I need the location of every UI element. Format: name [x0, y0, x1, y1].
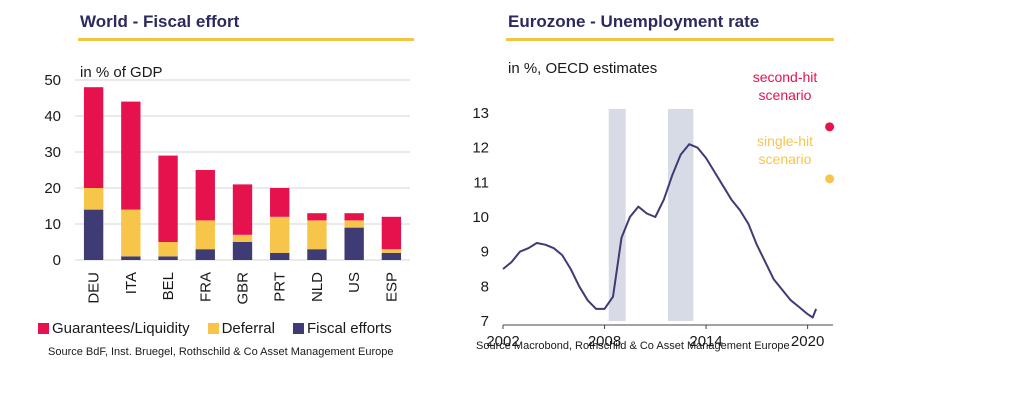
bar-gbr-fiscal-efforts: [232, 242, 253, 260]
bar-bel-guarantees-liquidity: [158, 155, 178, 242]
right-source-note: Source Macrobond, Rothschild & Co Asset …: [476, 340, 790, 352]
legend-swatch-guarantees: [38, 323, 49, 334]
x-tick-label: GBR: [235, 272, 252, 305]
y-tick-label: 50: [44, 72, 61, 89]
y-tick-label: 8: [481, 278, 489, 295]
second-hit-point: [825, 122, 835, 132]
bar-nld-deferral: [307, 220, 327, 250]
y-tick-label: 40: [44, 108, 61, 125]
y-tick-label: 11: [473, 174, 489, 191]
left-title-rule: [78, 38, 414, 41]
second-hit-label-line1: second-hit: [752, 69, 818, 85]
single-hit-label-line2: scenario: [758, 151, 812, 167]
bar-esp-guarantees-liquidity: [381, 216, 402, 250]
y-tick-label: 12: [472, 140, 489, 157]
bar-ita-fiscal-efforts: [121, 256, 141, 260]
bar-fra-fiscal-efforts: [195, 249, 215, 260]
bar-prt-fiscal-efforts: [270, 252, 290, 260]
x-tick-label: BEL: [160, 272, 177, 300]
legend-label-fiscal-efforts: Fiscal efforts: [306, 320, 392, 337]
bar-fra-deferral: [195, 220, 215, 250]
y-tick-label: 20: [44, 180, 61, 197]
bar-bel-fiscal-efforts: [158, 256, 178, 260]
y-tick-label: 9: [481, 244, 489, 261]
legend-label-deferral: Deferral: [221, 320, 275, 337]
x-tick-label: PRT: [272, 272, 289, 302]
bar-bel-deferral: [158, 242, 178, 257]
unemployment-line: [502, 143, 818, 319]
bar-us-fiscal-efforts: [344, 227, 364, 260]
x-tick-label: 2020: [791, 333, 824, 350]
right-chart-title: Eurozone - Unemployment rate: [508, 12, 760, 31]
y-tick-label: 7: [481, 313, 489, 330]
bar-esp-deferral: [381, 249, 402, 253]
bar-gbr-guarantees-liquidity: [232, 184, 253, 235]
bar-nld-guarantees-liquidity: [307, 213, 327, 221]
legend-item-deferral: Deferral: [207, 320, 275, 337]
single-hit-point: [825, 174, 835, 184]
recession-band: [608, 109, 626, 321]
y-tick-label: 30: [44, 144, 61, 161]
x-tick-label: 2014: [689, 333, 722, 350]
single-hit-label-line1: single-hit: [756, 133, 814, 149]
x-tick-label: ESP: [383, 272, 400, 302]
right-chart-subtitle: in %, OECD estimates: [508, 60, 658, 77]
left-chart-title: World - Fiscal effort: [80, 12, 240, 31]
legend-item-fiscal-efforts: Fiscal efforts: [292, 320, 392, 337]
bar-deu-fiscal-efforts: [83, 209, 104, 260]
legend-swatch-deferral: [207, 323, 219, 334]
second-hit-label: second-hit scenario: [735, 68, 835, 104]
bar-prt-guarantees-liquidity: [270, 188, 290, 217]
bar-us-deferral: [344, 220, 364, 228]
x-tick-label: NLD: [309, 272, 326, 302]
bar-ita-deferral: [121, 209, 141, 257]
single-hit-label: single-hit scenario: [735, 132, 835, 168]
left-chart-subtitle: in % of GDP: [80, 64, 163, 81]
bar-ita-guarantees-liquidity: [121, 101, 141, 210]
x-tick-label: 2002: [486, 333, 519, 350]
bar-prt-deferral: [270, 216, 290, 253]
bar-esp-fiscal-efforts: [381, 252, 402, 260]
legend-item-guarantees: Guarantees/Liquidity: [38, 320, 190, 337]
bar-gbr-deferral: [232, 234, 253, 242]
legend-swatch-fiscal-efforts: [292, 323, 304, 334]
fiscal-effort-bar-chart: 0 10 20 30 40 50 DEU ITA BEL FRA GBR PRT NLD US ESP: [44, 72, 410, 305]
left-legend: Guarantees/Liquidity Deferral Fiscal eff…: [38, 320, 404, 337]
recession-band: [668, 109, 694, 321]
y-tick-label: 10: [44, 216, 61, 233]
x-tick-label: ITA: [123, 272, 140, 294]
second-hit-label-line2: scenario: [758, 87, 812, 103]
x-tick-label: US: [346, 272, 363, 293]
unemployment-line-chart: 7 8 9 10 11 12 13 2002 2008 2014 2020: [472, 105, 835, 350]
bar-deu-deferral: [83, 188, 104, 210]
y-tick-label: 10: [472, 209, 489, 226]
right-title-rule: [506, 38, 834, 41]
bar-us-guarantees-liquidity: [344, 213, 364, 221]
bar-nld-fiscal-efforts: [307, 249, 327, 260]
y-tick-label: 13: [472, 105, 489, 122]
bar-deu-guarantees-liquidity: [83, 87, 104, 188]
x-tick-label: FRA: [197, 272, 214, 302]
bar-fra-guarantees-liquidity: [195, 170, 215, 221]
legend-label-guarantees: Guarantees/Liquidity: [52, 320, 190, 337]
y-tick-label: 0: [53, 252, 61, 269]
x-tick-label: DEU: [86, 272, 103, 304]
left-source-note: Source BdF, Inst. Bruegel, Rothschild & …: [48, 346, 394, 358]
x-tick-label: 2008: [588, 333, 621, 350]
